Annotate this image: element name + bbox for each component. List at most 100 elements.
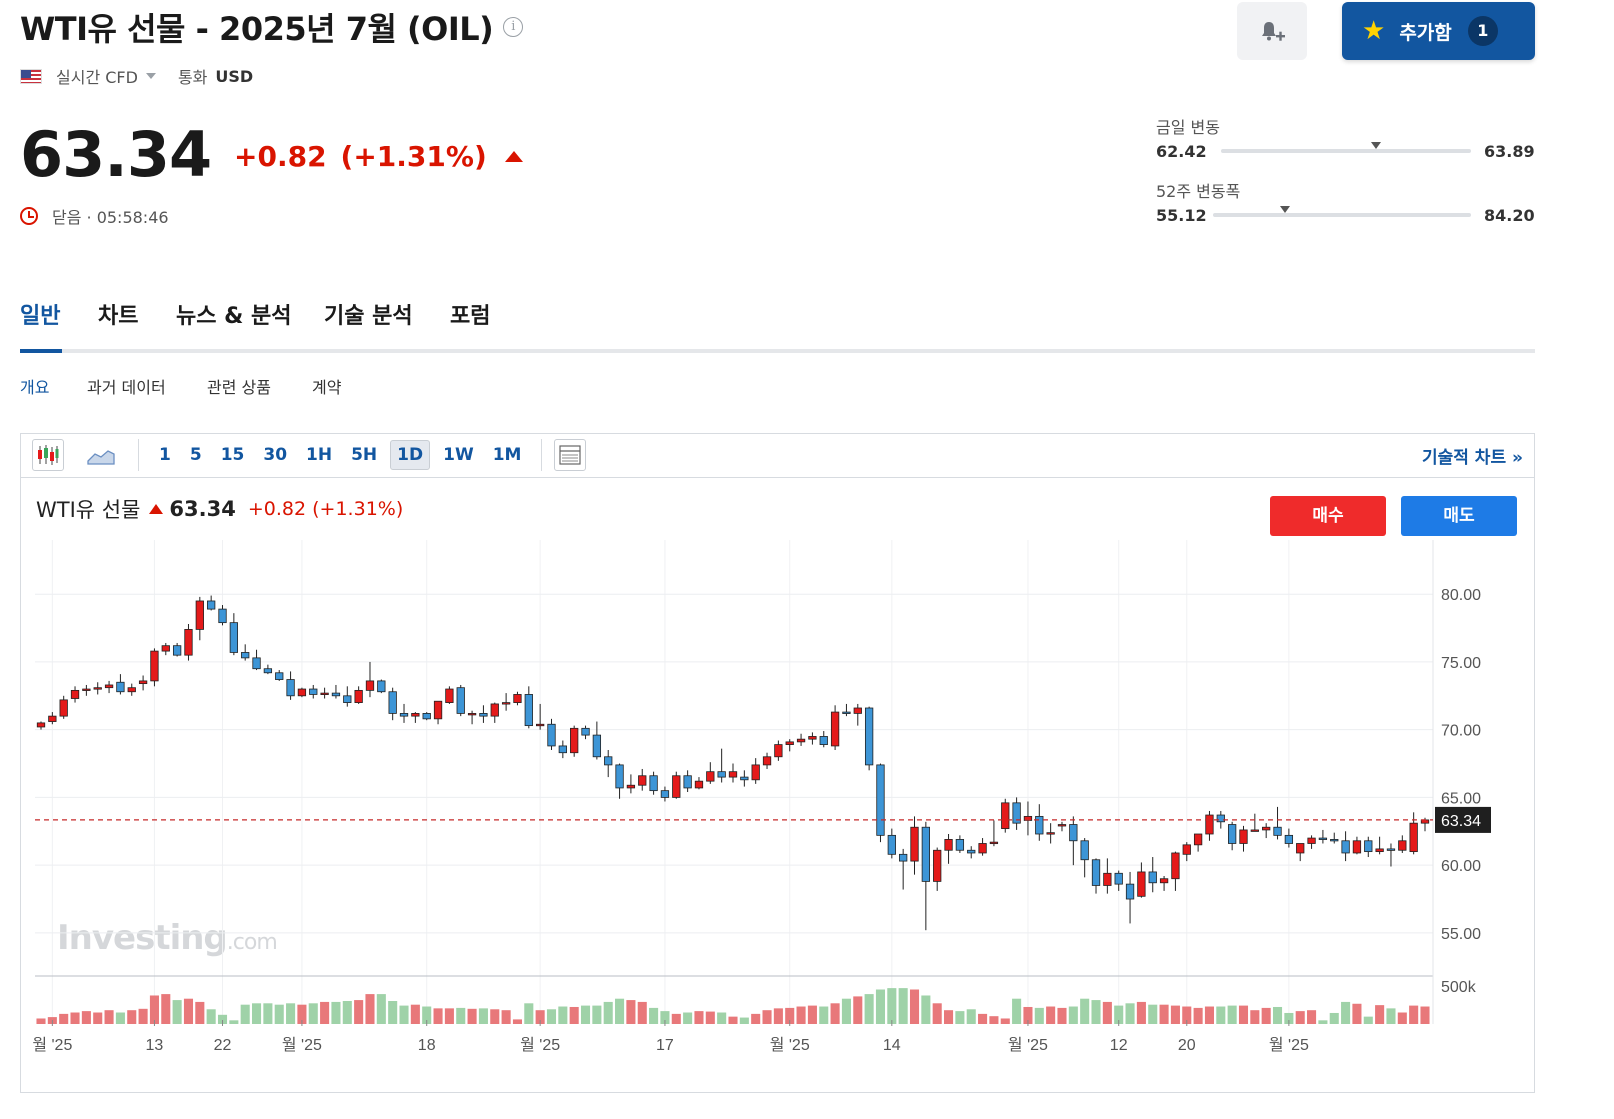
subtab-related[interactable]: 관련 상품 (207, 378, 271, 397)
candle-body (1137, 871, 1146, 897)
buy-button[interactable]: 매수 (1270, 496, 1386, 536)
candle-body (649, 775, 658, 792)
price-chart[interactable]: 80.00 75.00 70.00 65.00 60.00 55.00 500k 63.34 월… (20, 540, 1520, 1070)
candle-body (933, 849, 942, 882)
volume-axis-label: 500k (1441, 979, 1477, 996)
candle-body (343, 695, 352, 703)
volume-bar (36, 1018, 46, 1024)
timeframe-1d[interactable]: 1D (390, 440, 431, 470)
info-icon[interactable]: i (503, 17, 524, 37)
tab-divider (20, 349, 1535, 353)
candle-body (490, 703, 499, 717)
timeframe-5[interactable]: 5 (189, 445, 202, 465)
candle-body (127, 687, 136, 693)
table-view-button[interactable] (554, 439, 587, 471)
candle-body (853, 707, 862, 714)
volume-bar (1034, 1007, 1044, 1024)
volume-bar (739, 1017, 749, 1024)
tab-forum[interactable]: 포럼 (450, 304, 491, 329)
currency-label: 통화 (177, 68, 208, 87)
volume-bar (1307, 1010, 1317, 1024)
timeframe-5h[interactable]: 5H (351, 445, 378, 465)
candle-body (1012, 802, 1021, 824)
subtab-historical-data[interactable]: 과거 데이터 (87, 378, 166, 397)
candle-body (1057, 824, 1067, 827)
add-to-watchlist-button[interactable]: ★ 추가함 1 (1342, 2, 1535, 60)
timeframe-1h[interactable]: 1H (306, 445, 333, 465)
currency-value: USD (215, 66, 254, 86)
candle-body (830, 711, 840, 747)
timeframe-15[interactable]: 15 (220, 445, 245, 465)
tab-news-analysis[interactable]: 뉴스 & 분석 (176, 304, 292, 329)
candle-body (399, 713, 409, 717)
volume-bar (1170, 1005, 1180, 1024)
chevron-down-icon[interactable] (145, 73, 156, 79)
area-type-button[interactable] (78, 439, 124, 471)
arrow-up-icon (149, 504, 164, 514)
candle-body (1228, 824, 1237, 844)
timeframe-1m[interactable]: 1M (492, 445, 522, 465)
candle-body (104, 684, 114, 689)
candle-body (275, 672, 284, 680)
volume-bar (569, 1006, 579, 1024)
timeframe-1w[interactable]: 1W (443, 445, 474, 465)
volume-bar (138, 1008, 148, 1024)
volume-bar (1386, 1008, 1396, 1024)
tab-chart[interactable]: 차트 (98, 304, 139, 329)
candle-body (331, 692, 341, 697)
volume-bar (1318, 1020, 1328, 1024)
volume-bar (456, 1007, 466, 1024)
volume-bar (240, 1004, 250, 1024)
volume-bar (909, 989, 920, 1024)
volume-bar (149, 995, 159, 1024)
tab-overview[interactable]: 일반 (20, 304, 61, 329)
day-range-marker (1371, 142, 1381, 149)
candle-body (1035, 815, 1044, 835)
x-axis-tick-label: 월 '25 (770, 1036, 810, 1054)
volume-bar (1284, 1012, 1294, 1024)
volume-bar (683, 1012, 693, 1024)
week52-range-marker (1280, 206, 1291, 213)
candle-body (1239, 829, 1248, 844)
volume-bar (1420, 1006, 1430, 1024)
sell-button[interactable]: 매도 (1401, 496, 1517, 536)
volume-bar (1363, 1016, 1373, 1024)
candle-body (161, 645, 170, 652)
candle-body (876, 764, 885, 836)
candle-body (513, 694, 522, 703)
volume-bar (127, 1010, 137, 1024)
x-axis-tick-label: 14 (883, 1037, 901, 1054)
volume-bar (320, 1001, 330, 1024)
candle-body (1284, 834, 1294, 844)
volume-bar (1227, 1005, 1237, 1024)
timeframe-30[interactable]: 30 (263, 445, 288, 465)
volume-bar (1341, 1001, 1351, 1024)
subtab-contract[interactable]: 계약 (312, 378, 342, 397)
candle-body (467, 713, 477, 716)
candle-body (978, 843, 987, 854)
technical-chart-link[interactable]: 기술적 차트 » (1421, 447, 1523, 468)
day-range-label: 금일 변동 (1156, 118, 1220, 137)
candle-body (536, 723, 545, 727)
volume-bar (785, 1007, 795, 1024)
candle-body (82, 688, 91, 691)
candle-body (1159, 878, 1169, 884)
candle-body (411, 713, 420, 717)
volume-bar (1102, 1001, 1112, 1024)
candlestick-type-button[interactable] (32, 439, 64, 471)
add-alert-button[interactable] (1237, 2, 1307, 60)
subtab-overview[interactable]: 개요 (20, 378, 50, 397)
investing-watermark: Investing.com (57, 918, 278, 958)
candle-body (479, 713, 488, 717)
page-title: WTI유 선물 - 2025년 7월 (OIL) (20, 10, 494, 48)
volume-bar (1057, 1007, 1067, 1024)
feed-selector[interactable]: 실시간 CFD (56, 68, 138, 87)
x-axis-tick-label: 20 (1178, 1037, 1196, 1054)
volume-bar (637, 1001, 647, 1024)
volume-bar (478, 1008, 488, 1024)
watermark-brand: Investing (57, 918, 228, 958)
timeframe-1[interactable]: 1 (159, 445, 171, 465)
volume-bar (331, 1001, 341, 1024)
tab-technical[interactable]: 기술 분석 (324, 304, 413, 329)
change-value: +0.82 (234, 140, 327, 173)
